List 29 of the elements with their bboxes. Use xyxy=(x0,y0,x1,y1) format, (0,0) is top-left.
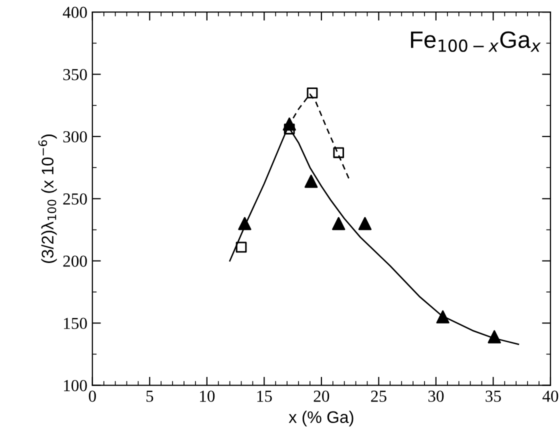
y-tick-label: 350 xyxy=(63,68,87,80)
point xyxy=(358,216,372,230)
point xyxy=(304,174,318,188)
x-tick-label: 40 xyxy=(542,390,558,402)
point xyxy=(436,310,450,324)
point xyxy=(332,216,346,230)
x-axis-title: x (% Ga) xyxy=(288,410,354,426)
point xyxy=(488,330,501,344)
y-tick-label: 100 xyxy=(64,380,87,392)
y-tick-label: 250 xyxy=(63,193,87,205)
point xyxy=(306,88,318,98)
point xyxy=(284,124,295,134)
x-tick-label: 30 xyxy=(428,390,444,402)
y-tick-label: 400 xyxy=(62,6,87,18)
point xyxy=(333,147,344,158)
y-tick-label: 150 xyxy=(64,318,87,330)
x-tick-label: 20 xyxy=(314,390,330,402)
x-tick-label: 5 xyxy=(146,390,154,402)
x-tick-label: 10 xyxy=(200,390,215,402)
y-axis-title: (3/2)λ$_{100}$ (x 10$^{−6}$) xyxy=(38,134,57,263)
x-tick-label: 25 xyxy=(371,390,386,402)
y-tick-label: 200 xyxy=(63,256,87,267)
annotation: Fe$_{100−x}$Ga$_{x}$ xyxy=(411,31,541,52)
point xyxy=(236,242,247,253)
x-tick-label: 15 xyxy=(257,390,272,402)
x-tick-label: 35 xyxy=(486,390,501,402)
x-tick-label: 0 xyxy=(88,390,96,402)
y-tick-label: 300 xyxy=(63,131,87,142)
point xyxy=(238,216,252,230)
